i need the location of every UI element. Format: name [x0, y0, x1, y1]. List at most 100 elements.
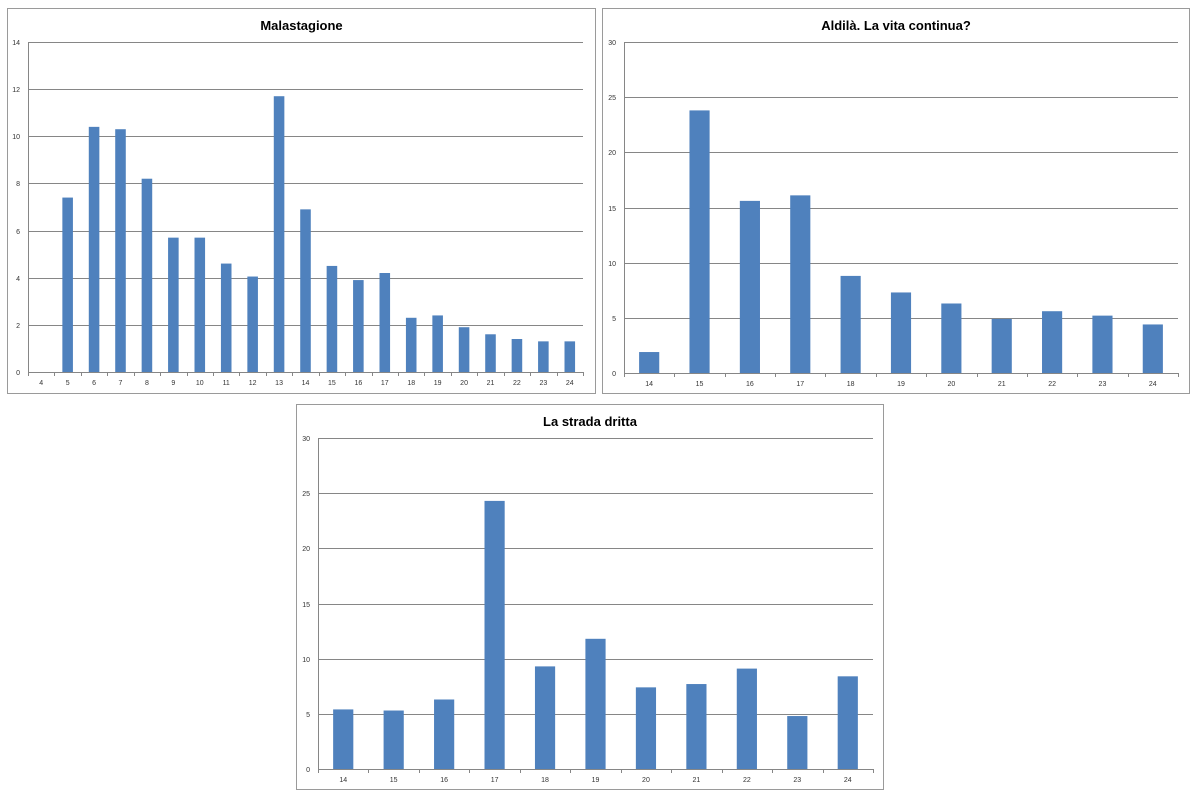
- bar-24: [837, 676, 858, 769]
- x-tick-label: 16: [354, 380, 362, 387]
- y-tick-label: 10: [608, 261, 616, 268]
- bar-24: [564, 341, 576, 372]
- y-tick-label: 30: [608, 40, 616, 47]
- bar-7: [115, 129, 126, 372]
- bar-15: [383, 710, 404, 769]
- bar-12: [247, 276, 258, 372]
- chart-plot-area: 0 5 10 15 20 25 30 14 15 16 17 18 19 20 21 22 23 24: [608, 40, 1179, 388]
- x-tick-label: 16: [746, 381, 754, 388]
- x-tick-label: 24: [1149, 381, 1157, 388]
- x-tick-label: 14: [302, 380, 310, 387]
- x-tick-label: 21: [693, 777, 701, 784]
- x-tick-label: 24: [566, 380, 574, 387]
- y-tick-label: 14: [12, 40, 20, 47]
- x-tick-label: 20: [642, 777, 650, 784]
- bar-13: [273, 96, 285, 372]
- x-tick-label: 15: [696, 381, 704, 388]
- y-tick-label: 2: [16, 323, 20, 330]
- y-tick-label: 30: [302, 436, 310, 443]
- bar-17: [790, 195, 811, 373]
- x-tick-label: 19: [434, 380, 442, 387]
- x-tick-label: 17: [381, 380, 389, 387]
- chart-la-strada-dritta: La strada dritta 0 5 10 15 20 25 30 14 15 16 17 18 1…: [296, 404, 884, 790]
- bar-21: [991, 318, 1012, 373]
- bar-14: [333, 709, 354, 769]
- bar-18: [405, 317, 417, 372]
- x-tick-label: 5: [66, 380, 70, 387]
- bar-20: [458, 327, 470, 372]
- x-tick-label: 9: [171, 380, 175, 387]
- chart-plot-area: 0 5 10 15 20 25 30 14 15 16 17 18 19 20 21 22 23 24: [302, 436, 874, 784]
- x-tick-label: 13: [275, 380, 283, 387]
- chart-aldila: Aldilà. La vita continua? 0 5 10 15 20 25 30 14…: [602, 8, 1190, 394]
- y-tick-label: 0: [16, 370, 20, 377]
- y-tick-label: 0: [306, 767, 310, 774]
- bar-14: [300, 209, 311, 372]
- x-tick-label: 23: [793, 777, 801, 784]
- y-tick-label: 15: [608, 206, 616, 213]
- x-tick-label: 24: [844, 777, 852, 784]
- x-tick-label: 21: [998, 381, 1006, 388]
- chart-title: La strada dritta: [543, 414, 637, 429]
- y-tick-label: 10: [12, 134, 20, 141]
- x-tick-label: 22: [513, 380, 521, 387]
- x-tick-label: 15: [328, 380, 336, 387]
- x-tick-label: 16: [440, 777, 448, 784]
- y-tick-label: 6: [16, 229, 20, 236]
- x-tick-label: 23: [1099, 381, 1107, 388]
- bar-9: [168, 237, 179, 372]
- y-tick-label: 25: [302, 491, 310, 498]
- bar-22: [736, 668, 757, 769]
- x-tick-label: 22: [1048, 381, 1056, 388]
- x-tick-label: 14: [645, 381, 653, 388]
- x-tick-label: 19: [592, 777, 600, 784]
- x-tick-label: 15: [390, 777, 398, 784]
- x-tick-label: 21: [487, 380, 495, 387]
- y-tick-label: 15: [302, 602, 310, 609]
- x-tick-label: 4: [39, 380, 43, 387]
- bar-22: [511, 339, 523, 372]
- bar-8: [141, 178, 153, 372]
- x-tick-label: 18: [407, 380, 415, 387]
- bar-23: [787, 716, 808, 769]
- bar-5: [62, 197, 73, 372]
- bar-11: [220, 263, 232, 372]
- x-tick-label: 8: [145, 380, 149, 387]
- x-tick-label: 12: [249, 380, 257, 387]
- y-tick-label: 0: [612, 371, 616, 378]
- y-tick-label: 5: [612, 316, 616, 323]
- y-tick-label: 12: [12, 87, 20, 94]
- x-tick-label: 18: [847, 381, 855, 388]
- bar-19: [585, 638, 606, 769]
- bar-15: [326, 265, 338, 372]
- x-tick-label: 7: [119, 380, 123, 387]
- x-tick-label: 19: [897, 381, 905, 388]
- bar-20: [635, 687, 657, 769]
- bar-22: [1042, 311, 1063, 373]
- x-tick-label: 17: [491, 777, 499, 784]
- bar-21: [485, 334, 496, 372]
- y-tick-label: 8: [16, 181, 20, 188]
- bar-24: [1142, 324, 1163, 373]
- bar-16: [353, 280, 364, 372]
- bar-19: [890, 292, 912, 373]
- bar-18: [840, 275, 861, 373]
- bar-14: [639, 352, 660, 373]
- bar-21: [686, 684, 707, 769]
- y-tick-label: 20: [608, 150, 616, 157]
- x-tick-label: 20: [947, 381, 955, 388]
- x-tick-label: 10: [196, 380, 204, 387]
- x-tick-label: 22: [743, 777, 751, 784]
- bar-23: [1092, 315, 1113, 373]
- x-tick-label: 14: [339, 777, 347, 784]
- x-tick-label: 17: [796, 381, 804, 388]
- y-tick-label: 5: [306, 712, 310, 719]
- bar-18: [534, 666, 556, 769]
- bar-17: [484, 500, 505, 769]
- x-tick-label: 20: [460, 380, 468, 387]
- bar-23: [538, 341, 549, 372]
- bar-16: [739, 200, 760, 373]
- bar-19: [432, 315, 443, 372]
- y-tick-label: 10: [302, 657, 310, 664]
